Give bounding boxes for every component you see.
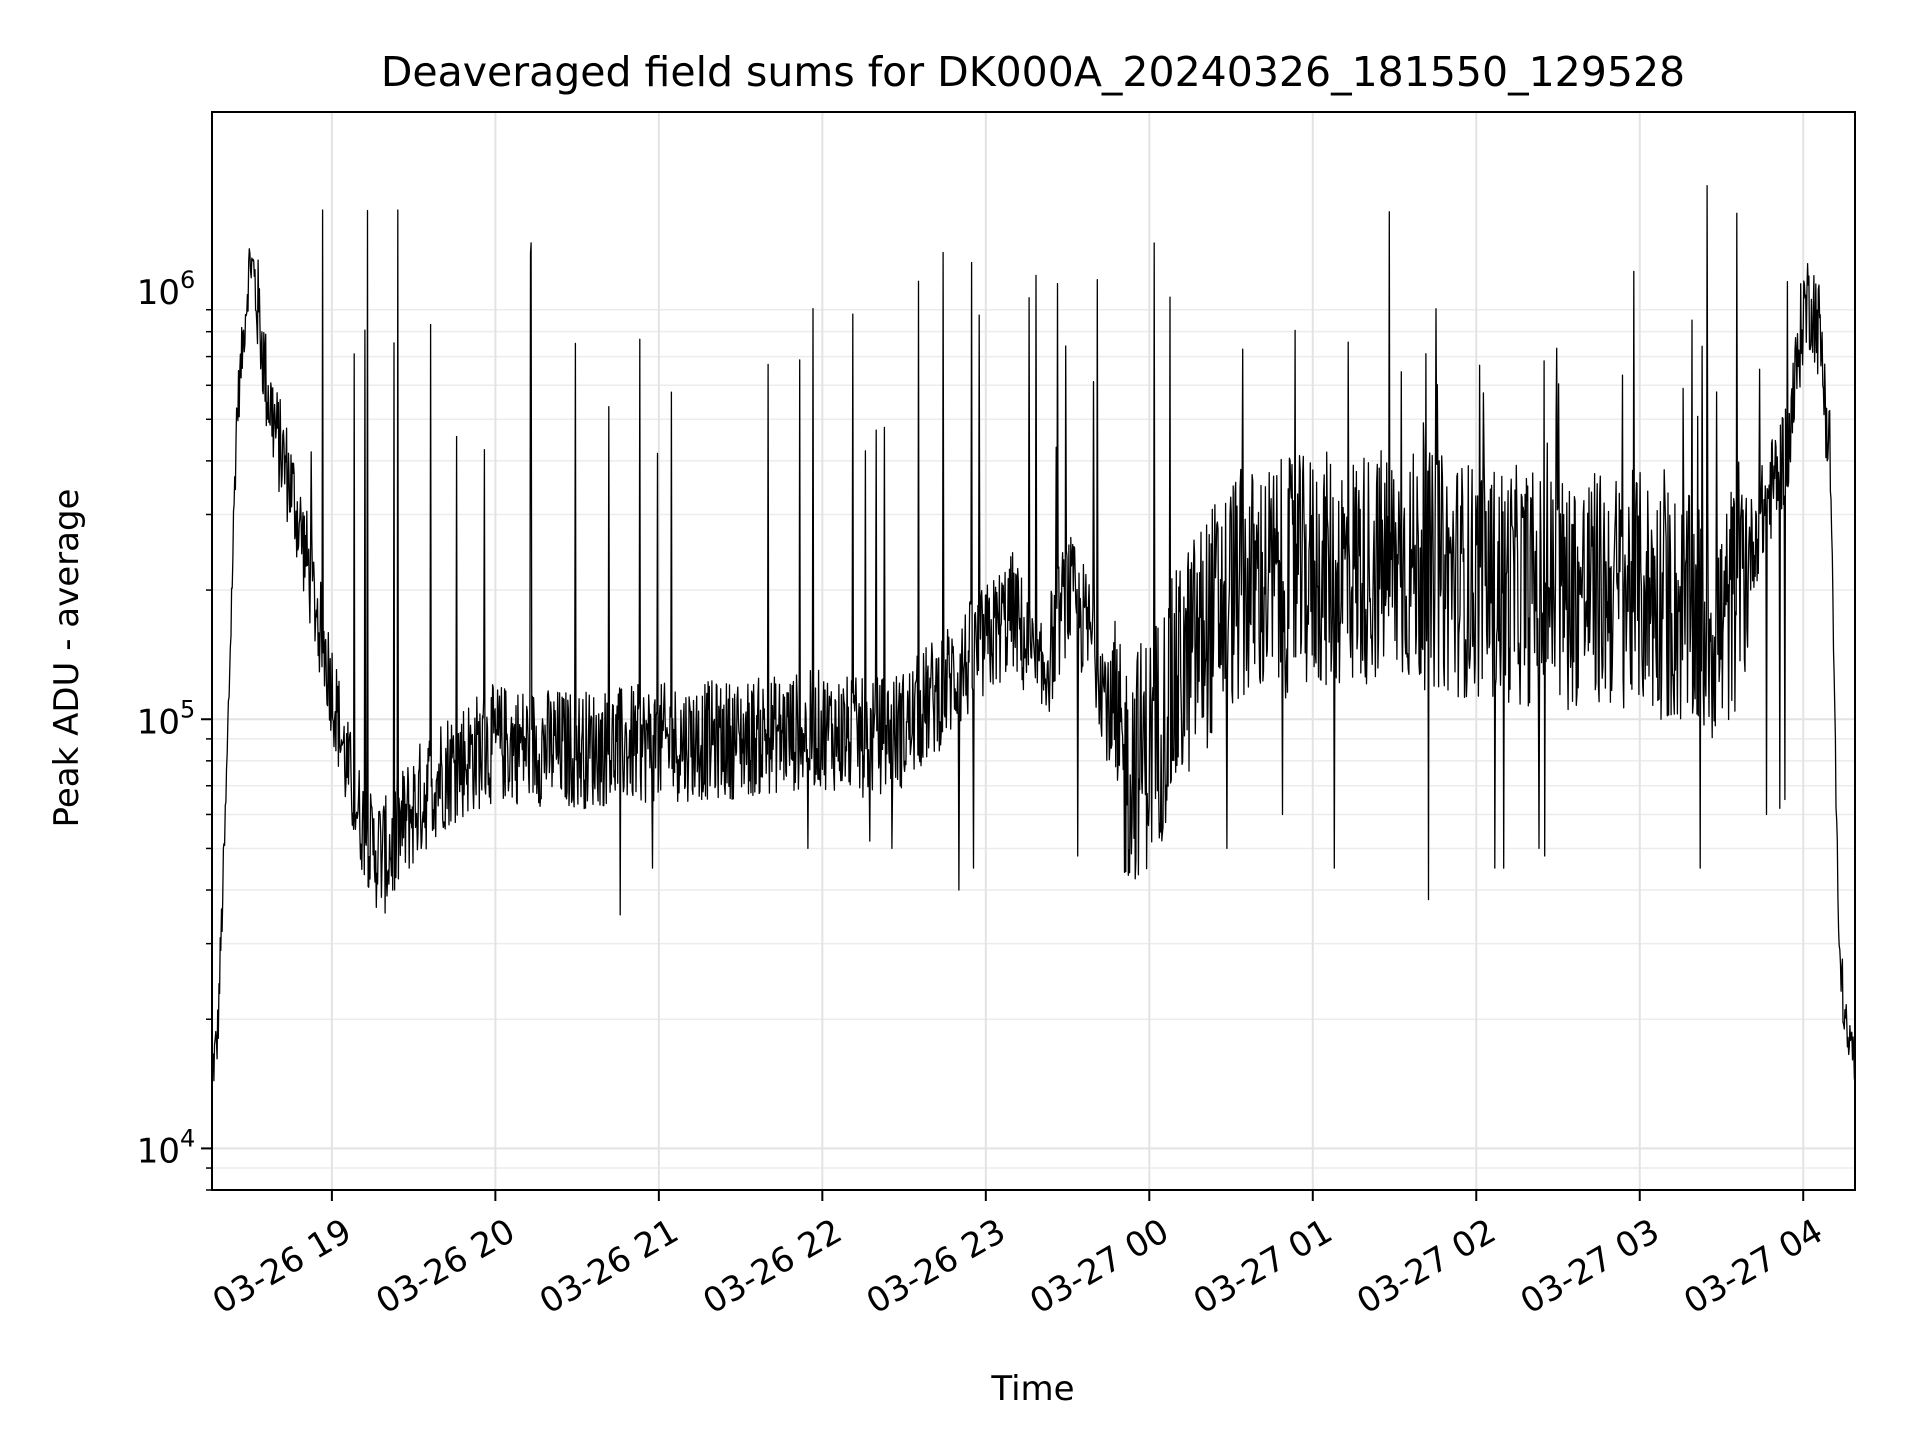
x-ticks: 03-26 19 03-26 20 03-26 21 03-26 22 03-26 23…	[206, 1190, 1830, 1322]
y-tick-exponent: 4	[180, 1124, 195, 1152]
y-tick-label: 10	[137, 1131, 180, 1171]
x-tick-label: 03-27 00	[1023, 1211, 1175, 1322]
x-tick-label: 03-27 03	[1514, 1211, 1666, 1322]
plot-frame	[211, 111, 1856, 1191]
y-axis-label-group: Peak ADU - average	[47, 489, 87, 828]
grid	[212, 112, 1855, 1191]
x-tick-label: 03-27 02	[1350, 1211, 1502, 1322]
y-tick-exponent: 5	[180, 695, 195, 723]
x-axis-label: Time	[990, 1369, 1074, 1409]
x-tick-label: 03-27 04	[1677, 1211, 1829, 1322]
x-tick-label: 03-26 21	[533, 1211, 685, 1322]
data-line	[211, 185, 1856, 1082]
chart-title: Deaveraged field sums for DK000A_2024032…	[381, 48, 1685, 96]
y-axis-label: Peak ADU - average	[47, 489, 87, 828]
x-tick-label: 03-27 01	[1187, 1211, 1339, 1322]
x-tick-label: 03-26 20	[369, 1211, 521, 1322]
x-tick-label: 03-26 23	[860, 1211, 1012, 1322]
y-tick-exponent: 6	[180, 266, 195, 294]
y-tick-label: 10	[137, 273, 180, 313]
y-tick-label: 10	[137, 702, 180, 742]
x-tick-label: 03-26 22	[696, 1211, 848, 1322]
x-tick-label: 03-26 19	[206, 1211, 358, 1322]
